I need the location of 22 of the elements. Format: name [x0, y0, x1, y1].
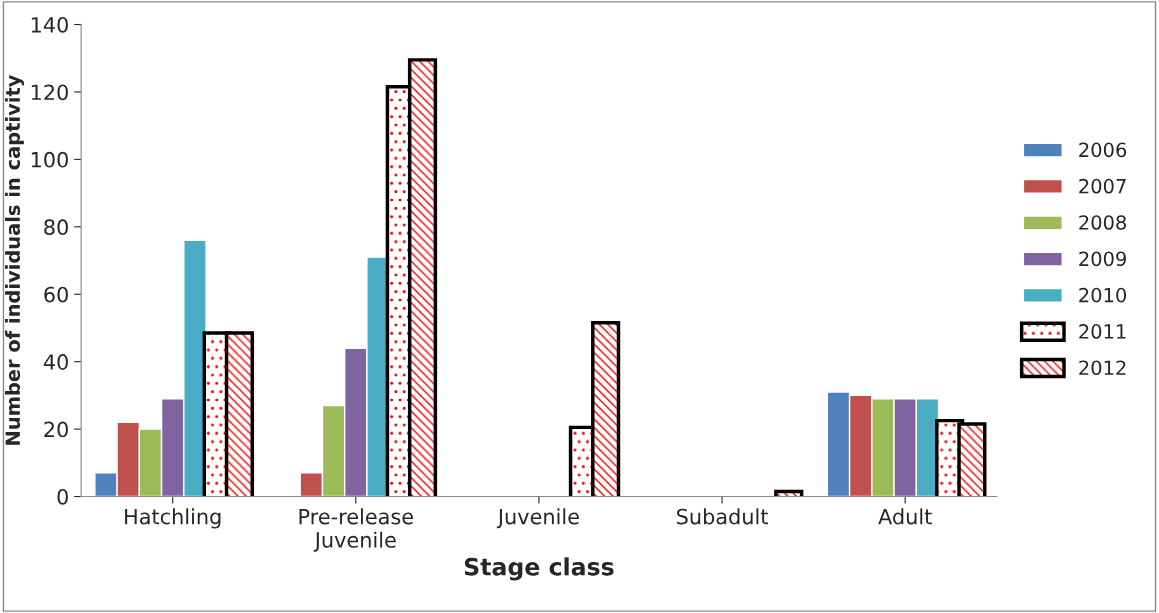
y-tick-label: 80	[44, 219, 68, 236]
x-tick-label: Hatchling	[125, 508, 221, 529]
x-tick-label: Pre-release Juvenile	[299, 508, 413, 552]
y-tick-label: 0	[57, 488, 68, 505]
legend-label: 2011	[1079, 324, 1126, 339]
legend-label: 2008	[1079, 215, 1126, 230]
y-axis-title: Number of individuals in captivity	[5, 74, 24, 445]
legend-label: 2012	[1079, 360, 1126, 376]
y-tick-label: 120	[31, 84, 68, 101]
y-tick-label: 40	[43, 354, 68, 370]
legend-label: 2009	[1079, 251, 1126, 267]
legend-label: 2007	[1079, 178, 1126, 194]
y-tick-label: 60	[44, 286, 68, 303]
x-tick-label: Subadult	[677, 508, 768, 525]
y-tick-label: 20	[44, 421, 68, 438]
legend-label: 2006	[1079, 142, 1127, 158]
x-axis-title: Stage class	[464, 557, 614, 581]
legend-label: 2010	[1079, 287, 1127, 303]
x-tick-label: Adult	[878, 508, 932, 525]
y-tick-label: 140	[31, 16, 68, 33]
y-tick-label: 100	[31, 151, 68, 168]
x-tick-label: Juvenile	[496, 508, 579, 529]
